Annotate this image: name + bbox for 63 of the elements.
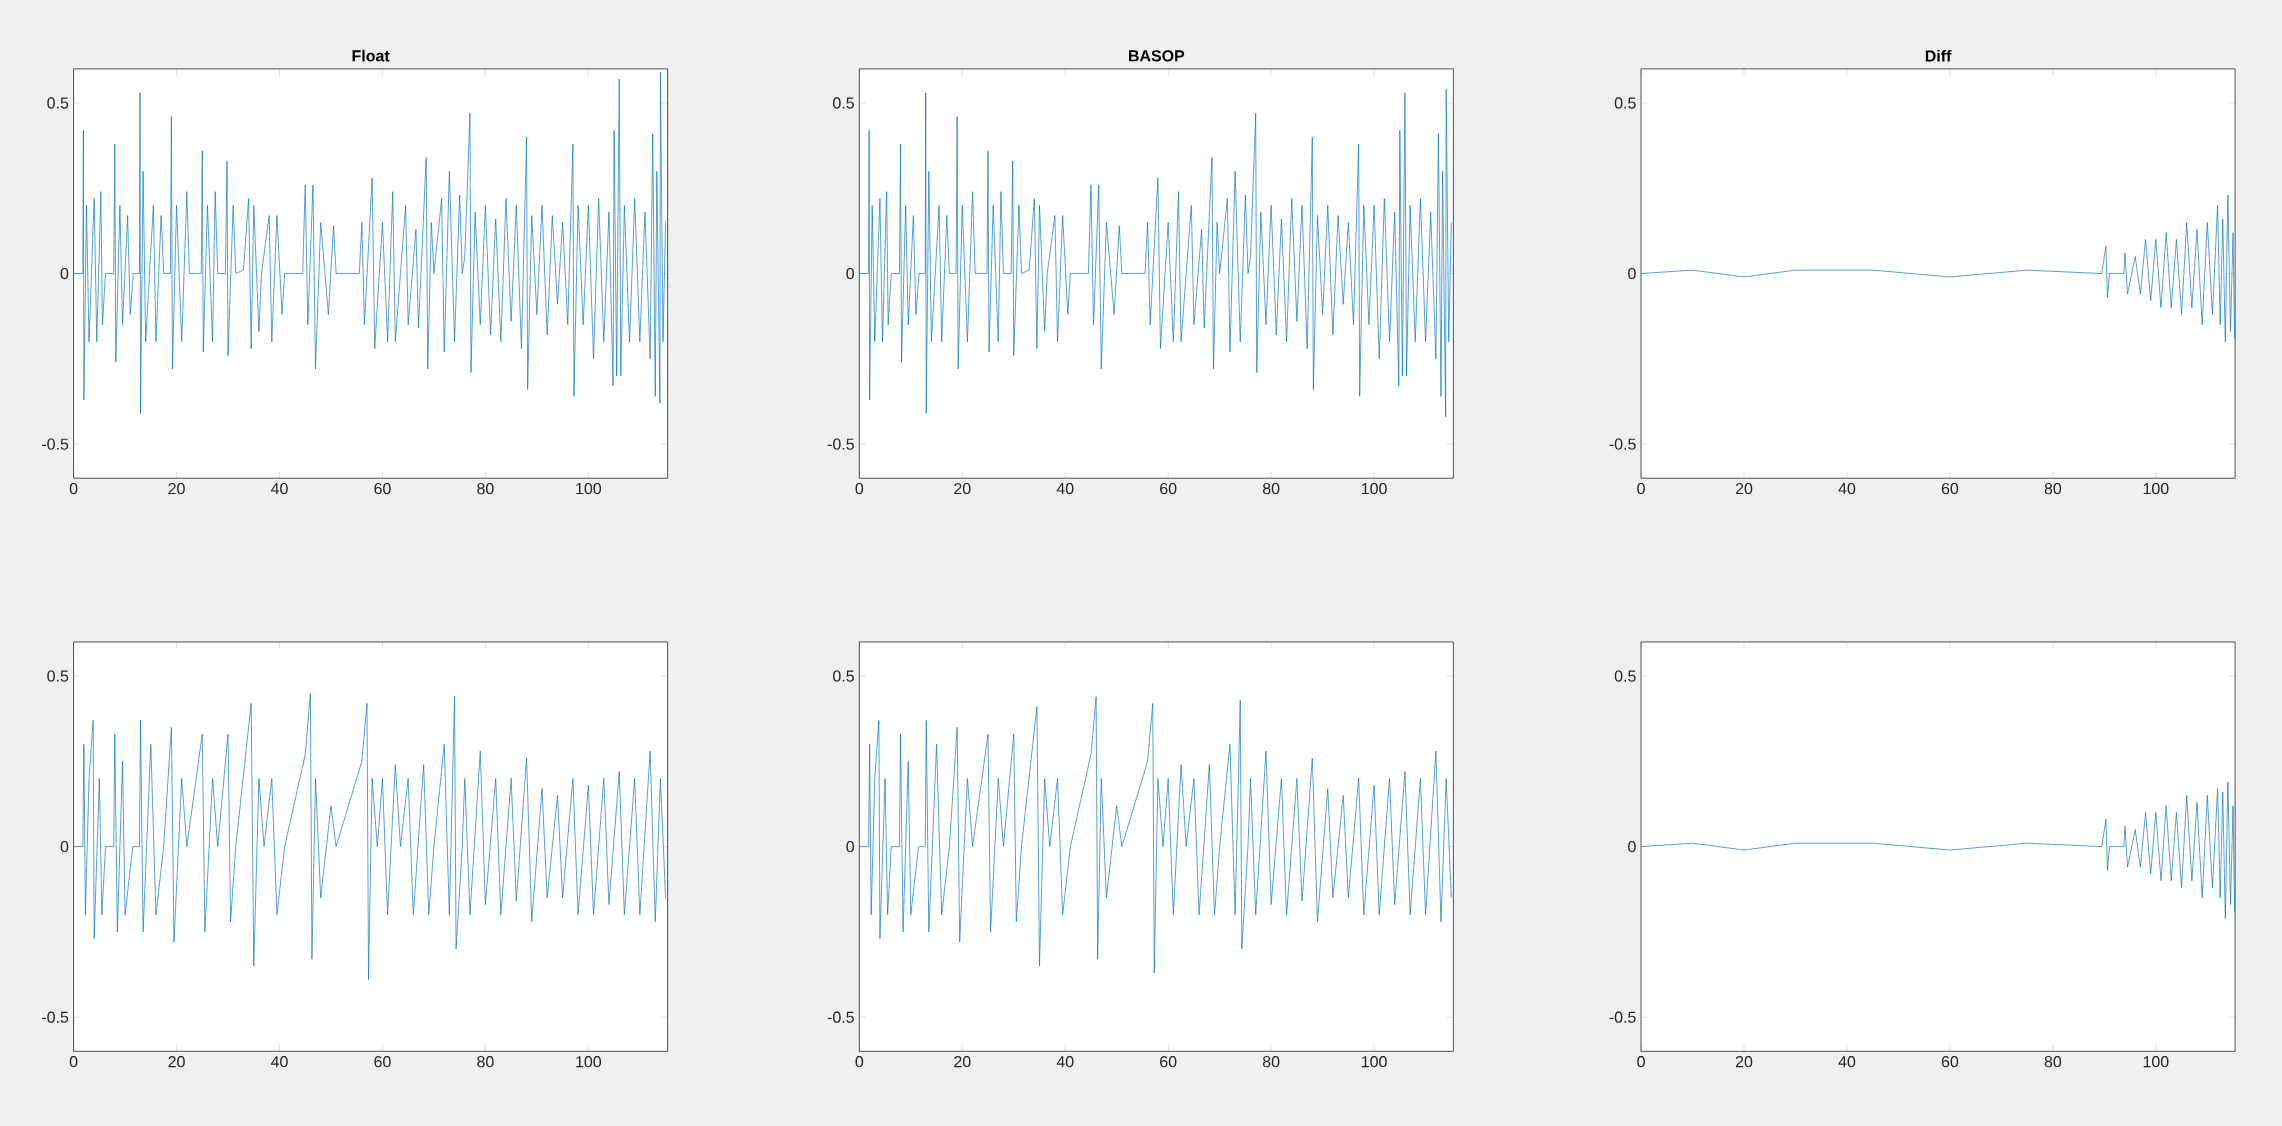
x-tick-label: 0 (1637, 1055, 1645, 1068)
x-tick-label: 40 (1838, 482, 1856, 495)
x-tick-label: 40 (270, 1055, 288, 1068)
line-series (73, 692, 666, 980)
x-tick-label: 0 (69, 1055, 78, 1068)
line-series (1641, 781, 2235, 919)
x-tick-label: 100 (576, 1055, 602, 1068)
x-tick-label: 40 (1056, 1055, 1074, 1068)
y-tick-label: 0 (1628, 267, 1636, 280)
y-tick-label: -0.5 (1609, 1011, 1636, 1023)
x-tick-label: 80 (2044, 482, 2062, 495)
x-tick-label: 100 (1361, 1055, 1387, 1068)
x-tick-label: 80 (2044, 1055, 2062, 1068)
line-series (73, 71, 666, 414)
chart-title: Diff (1925, 49, 1952, 62)
y-tick-label: 0 (1628, 840, 1636, 853)
x-tick-label: 60 (374, 482, 391, 495)
x-tick-label: 80 (477, 1055, 494, 1068)
x-tick-label: 20 (168, 1055, 185, 1068)
x-tick-label: 20 (1735, 482, 1753, 495)
y-tick-label: -0.5 (827, 438, 854, 450)
y-tick-label: 0 (60, 840, 69, 853)
y-tick-label: -0.5 (827, 1011, 854, 1023)
x-tick-label: 60 (1160, 482, 1177, 495)
y-tick-label: 0 (846, 267, 854, 280)
x-tick-label: 0 (855, 482, 864, 495)
y-tick-label: 0.5 (833, 97, 854, 109)
x-tick-label: 20 (168, 482, 185, 495)
y-tick-label: 0.5 (47, 670, 69, 682)
y-tick-label: 0 (60, 267, 69, 280)
x-tick-label: 20 (1735, 1055, 1753, 1068)
x-tick-label: 80 (1262, 482, 1280, 495)
x-tick-label: 40 (270, 482, 288, 495)
y-tick-label: 0.5 (1614, 670, 1636, 682)
chart-title: BASOP (1129, 50, 1185, 62)
x-tick-label: 80 (477, 482, 494, 495)
y-tick-label: -0.5 (42, 1011, 69, 1023)
y-tick-label: -0.5 (42, 438, 69, 450)
x-tick-label: 0 (1637, 482, 1645, 495)
y-tick-label: 0 (846, 840, 854, 853)
line-series (859, 696, 1452, 974)
x-tick-label: 100 (2143, 1055, 2169, 1068)
x-tick-label: 60 (1941, 1055, 1959, 1068)
y-tick-label: 0.5 (1614, 97, 1636, 109)
x-tick-label: 20 (954, 1055, 971, 1068)
x-tick-label: 100 (1361, 482, 1387, 495)
y-tick-label: 0.5 (47, 97, 69, 109)
x-tick-label: 40 (1838, 1055, 1856, 1068)
x-tick-label: 60 (374, 1055, 391, 1068)
x-tick-label: 0 (855, 1055, 864, 1068)
y-tick-label: 0.5 (833, 670, 854, 682)
x-tick-label: 80 (1262, 1055, 1280, 1068)
x-tick-label: 100 (2143, 482, 2169, 495)
x-tick-label: 100 (576, 482, 602, 495)
y-tick-label: -0.5 (1609, 438, 1636, 450)
x-tick-label: 60 (1160, 1055, 1177, 1068)
line-series (859, 88, 1452, 418)
x-tick-label: 0 (69, 482, 78, 495)
chart-title: Float (352, 49, 390, 62)
x-tick-label: 60 (1941, 482, 1959, 495)
x-tick-label: 40 (1056, 482, 1074, 495)
x-tick-label: 20 (954, 482, 971, 495)
line-series (1641, 194, 2235, 343)
